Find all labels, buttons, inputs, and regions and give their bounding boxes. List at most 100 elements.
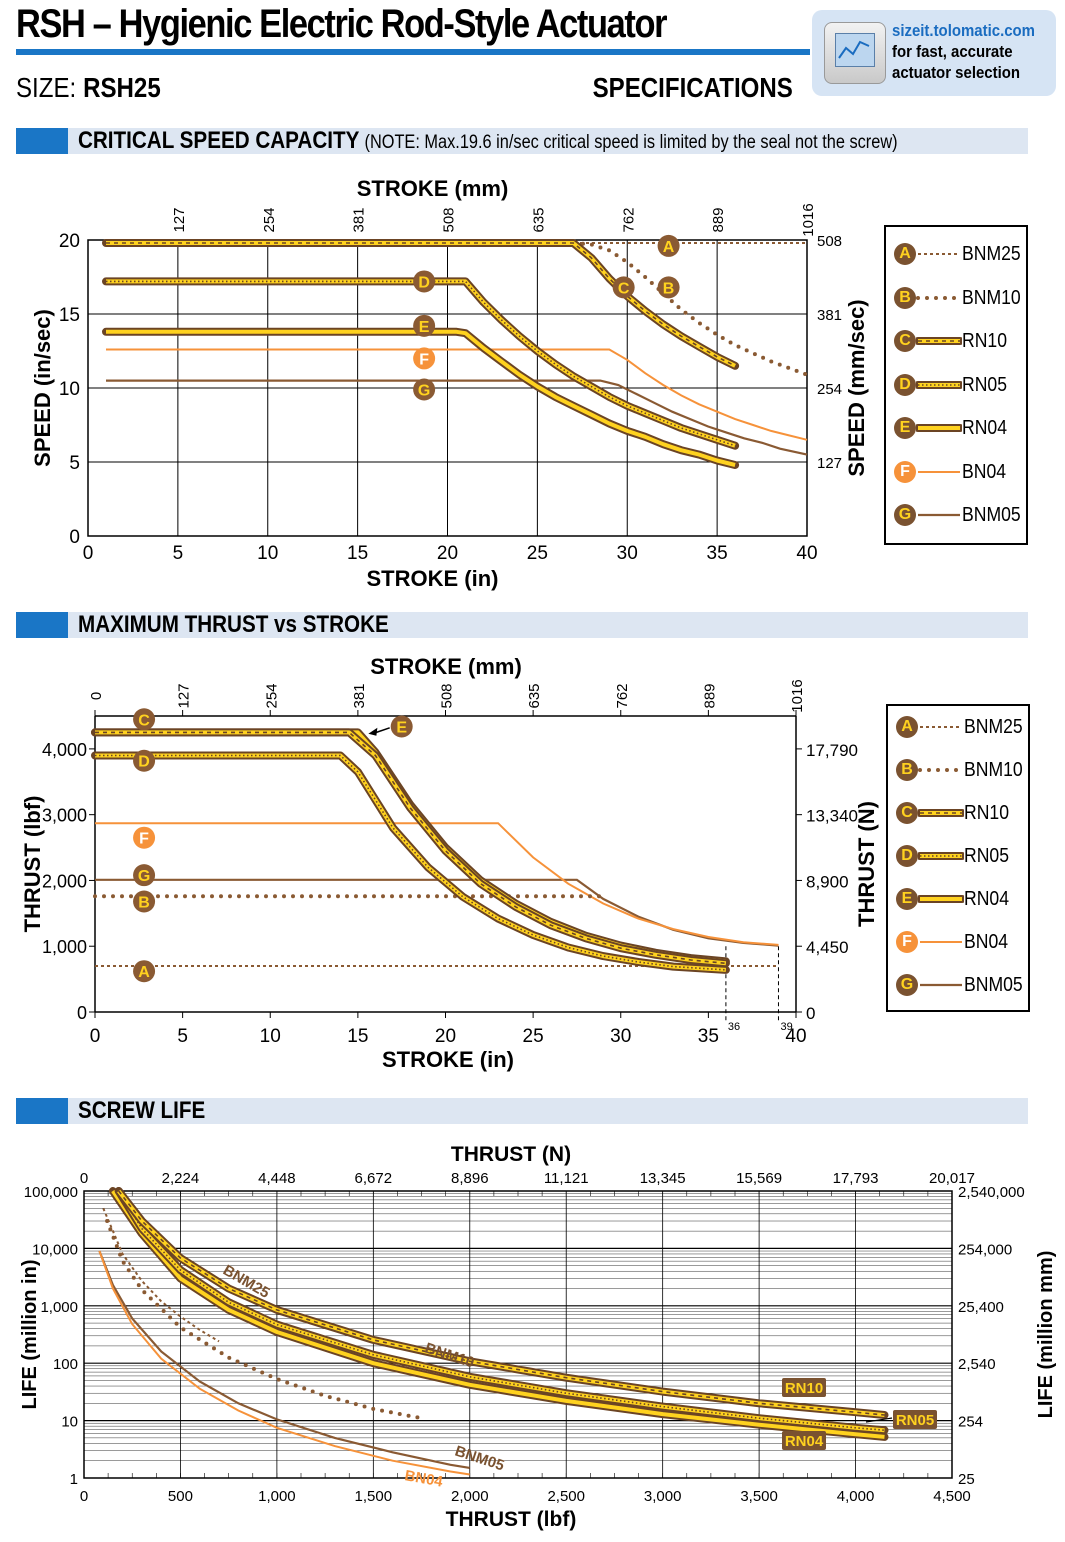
legend-badge: A — [894, 243, 916, 265]
legend-swatch — [920, 983, 962, 987]
legend-badge: G — [896, 974, 918, 996]
legend-item-bnm10: B BNM10 — [886, 283, 1026, 313]
y-tick-label: 4,000 — [42, 740, 87, 760]
y2-tick-label: 4,450 — [806, 938, 849, 957]
legend-badge: C — [896, 802, 918, 824]
legend-label: RN05 — [964, 845, 1010, 867]
series-badge-c: C — [612, 276, 635, 299]
y2-tick-label: 2,540,000 — [958, 1184, 1025, 1201]
legend-label: BNM25 — [964, 716, 1023, 738]
series-badge-a: A — [133, 960, 156, 983]
legend-label: BNM05 — [962, 504, 1021, 526]
svg-text:RN10: RN10 — [785, 1380, 823, 1397]
y-tick-label: 5 — [69, 453, 80, 474]
x2-tick-label: 11,121 — [544, 1170, 589, 1187]
legend-swatch — [918, 768, 964, 772]
y-tick-label: 2,000 — [42, 871, 87, 891]
series-tag-rn05: RN05 — [893, 1410, 937, 1429]
series-badge-b: B — [133, 890, 156, 913]
x-tick-label: 1,000 — [258, 1488, 296, 1505]
sizeit-link[interactable]: sizeit.tolomatic.com — [892, 21, 1035, 40]
size-caption: SIZE: — [16, 72, 77, 103]
legend-label: BNM05 — [964, 974, 1023, 996]
legend-item-bnm10: B BNM10 — [888, 755, 1028, 785]
svg-text:E: E — [396, 720, 407, 737]
legend-swatch — [916, 337, 962, 345]
svg-text:A: A — [138, 964, 150, 981]
legend-swatch — [918, 513, 960, 517]
x2-tick-label: 4,448 — [258, 1170, 296, 1187]
y2-tick-label: 0 — [806, 1004, 815, 1023]
x-tick-label: 4,500 — [933, 1488, 971, 1505]
x-tick-label: 35 — [707, 543, 728, 564]
x-tick-label: 15 — [347, 543, 368, 564]
legend-label: BNM10 — [964, 759, 1023, 781]
series-rn04 — [102, 327, 740, 469]
svg-text:B: B — [663, 280, 675, 297]
y2-tick-label: 508 — [817, 233, 842, 250]
legend-item-bnm05: G BNM05 — [888, 970, 1028, 1000]
legend-badge: E — [896, 888, 918, 910]
y-tick-label: 0 — [69, 527, 80, 548]
legend-badge: C — [894, 330, 916, 352]
legend-swatch — [916, 295, 962, 300]
legend-item-rn10: C RN10 — [886, 326, 1026, 356]
y-tick-label: 0 — [77, 1003, 87, 1023]
series-rn04 — [108, 1187, 889, 1441]
series-bn04 — [106, 348, 808, 441]
y2-tick-label: 254 — [817, 381, 842, 398]
series-bnm25 — [102, 1207, 220, 1343]
x-tick-label: 2,500 — [547, 1488, 585, 1505]
sizeit-banner[interactable]: sizeit.tolomatic.com for fast, accurate … — [812, 10, 1056, 96]
y-tick-label: 10 — [59, 379, 80, 400]
x2-axis-label: STROKE (mm) — [357, 176, 509, 201]
legend-item-bn04: F BN04 — [888, 927, 1028, 957]
y2-tick-label: 381 — [817, 307, 842, 324]
x-tick-label: 500 — [168, 1488, 193, 1505]
y-tick-label: 10,000 — [32, 1241, 78, 1258]
series-bnm10 — [105, 1219, 424, 1421]
section-max-thrust: MAXIMUM THRUST vs STROKE — [16, 612, 1028, 638]
page-title: RSH – Hygienic Electric Rod-Style Actuat… — [16, 2, 668, 46]
legend-badge: E — [894, 417, 916, 439]
section-note: (NOTE: Max.19.6 in/sec critical speed is… — [364, 132, 898, 153]
legend-badge: B — [896, 759, 918, 781]
x-tick-label: 30 — [617, 543, 638, 564]
legend-item-bnm05: G BNM05 — [886, 500, 1026, 530]
legend-label: BNM10 — [962, 286, 1021, 309]
x-tick-label: 1,500 — [355, 1488, 393, 1505]
size-label: SIZE: RSH25 — [16, 72, 161, 104]
svg-text:A: A — [663, 239, 675, 256]
series-bnm05 — [95, 878, 779, 947]
y-tick-label: 10 — [61, 1414, 78, 1431]
series-badge-e: E — [390, 715, 413, 738]
x-tick-label: 40 — [785, 1026, 806, 1047]
series-label-bn04: BN04 — [403, 1467, 444, 1491]
section-title: SCREW LIFE — [78, 1097, 206, 1124]
sizeit-line2: for fast, accurate — [892, 42, 1013, 61]
y2-tick-label: 8,900 — [806, 872, 849, 891]
x-tick-label: 25 — [527, 543, 548, 564]
series-bn04 — [95, 822, 779, 946]
legend-swatch — [916, 424, 962, 432]
legend-label: BNM25 — [962, 243, 1021, 265]
svg-text:E: E — [419, 319, 430, 336]
x2-axis-label: STROKE (mm) — [370, 654, 522, 679]
series-tag-rn10: RN10 — [782, 1378, 826, 1397]
x-tick-label: 25 — [523, 1026, 544, 1047]
x2-tick-label: 127 — [171, 207, 188, 232]
legend-swatch — [918, 253, 960, 255]
series-rn10 — [114, 1187, 889, 1419]
sizeit-line3: actuator selection — [892, 63, 1021, 82]
x-tick-label: 5 — [173, 543, 184, 564]
series-bnm05 — [98, 1250, 470, 1469]
y2-axis-label: LIFE (million mm) — [1035, 1251, 1057, 1419]
legend-label: RN10 — [962, 330, 1008, 352]
svg-text:G: G — [138, 868, 150, 885]
x2-tick-label: 13,345 — [640, 1170, 686, 1187]
legend-label: RN10 — [964, 802, 1010, 824]
series-badge-b: B — [657, 276, 680, 299]
x2-tick-label: 6,672 — [355, 1170, 393, 1187]
legend-item-rn05: D RN05 — [888, 841, 1028, 871]
y-axis-label: LIFE (million in) — [19, 1260, 41, 1410]
